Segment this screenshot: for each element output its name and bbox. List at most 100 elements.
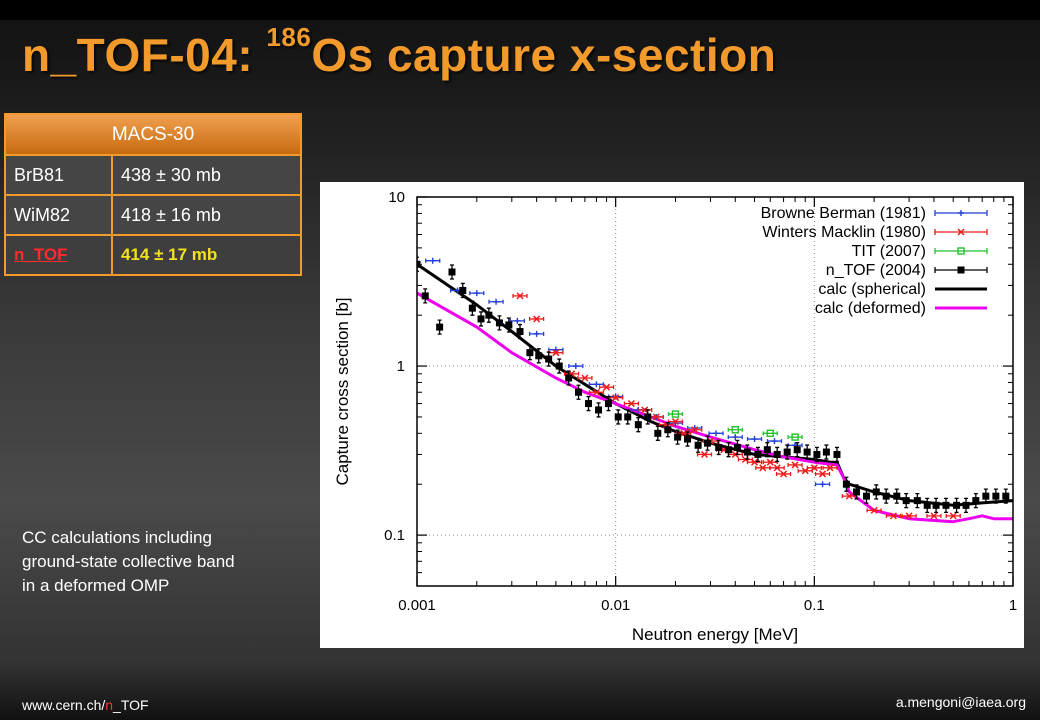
data-point xyxy=(535,352,543,360)
data-point xyxy=(691,426,699,434)
data-point xyxy=(429,257,436,264)
title-superscript: 186 xyxy=(266,22,312,52)
data-point xyxy=(972,497,980,505)
data-point xyxy=(942,501,950,509)
data-point xyxy=(833,450,841,458)
data-point xyxy=(845,492,853,500)
data-point xyxy=(882,492,890,500)
data-point xyxy=(932,501,940,509)
data-point xyxy=(684,435,692,443)
data-point xyxy=(612,394,620,402)
chart-svg: 0.001 0.01 0.1 1 0.1 1 10 Neutron energy [MeV] C… xyxy=(333,189,1017,644)
data-point xyxy=(555,362,563,370)
data-point xyxy=(493,298,500,305)
data-point xyxy=(417,260,421,268)
y-tick-label: 1 xyxy=(397,358,405,375)
data-point xyxy=(552,349,560,357)
data-point xyxy=(783,448,791,456)
legend-label: n_TOF (2004) xyxy=(826,262,926,279)
macs-row-value: 438 ± 30 mb xyxy=(111,154,302,196)
data-point xyxy=(771,438,778,445)
note-line: ground-state collective band xyxy=(22,552,235,571)
data-point xyxy=(733,443,741,451)
data-point xyxy=(565,374,573,382)
series-points xyxy=(667,410,803,441)
data-point xyxy=(644,413,652,421)
data-point xyxy=(664,426,672,434)
data-point xyxy=(826,464,834,472)
legend-label: calc (deformed) xyxy=(815,300,926,317)
data-point xyxy=(421,292,429,300)
macs-row-brb81: BrB81 438 ± 30 mb xyxy=(4,154,302,196)
data-point xyxy=(957,228,965,236)
data-point xyxy=(595,406,603,414)
data-point xyxy=(870,506,878,514)
data-point xyxy=(603,383,611,391)
footer-url-pre: www.cern.ch/ xyxy=(22,697,106,713)
data-point xyxy=(872,488,880,496)
macs-row-value: 418 ± 16 mb xyxy=(111,194,302,236)
data-point xyxy=(763,446,771,454)
data-point xyxy=(704,439,712,447)
slide-title: n_TOF-04: 186Os capture x-section xyxy=(22,22,777,82)
series-points xyxy=(512,292,961,520)
data-point xyxy=(930,512,938,520)
footer-url-post: _TOF xyxy=(113,697,149,713)
x-tick-label: 0.001 xyxy=(398,597,436,614)
error-bar xyxy=(417,256,419,272)
data-point xyxy=(516,328,524,336)
data-point xyxy=(780,470,788,478)
macs-header-row: MACS-30 xyxy=(4,113,302,156)
data-point xyxy=(810,464,818,472)
data-point xyxy=(674,433,682,441)
data-point xyxy=(671,417,680,426)
data-point xyxy=(982,492,990,500)
data-point xyxy=(913,497,921,505)
data-point xyxy=(680,429,688,437)
data-point xyxy=(893,492,901,500)
data-point xyxy=(773,450,781,458)
data-point xyxy=(732,434,739,441)
macs-row-label: n_TOF xyxy=(4,234,113,276)
data-point xyxy=(634,421,642,429)
footer-url[interactable]: www.cern.ch/n_TOF xyxy=(22,697,149,713)
data-point xyxy=(793,446,801,454)
title-suffix: Os capture x-section xyxy=(311,29,777,81)
footer-email[interactable]: a.mengoni@iaea.org xyxy=(895,694,1026,710)
data-point xyxy=(592,388,600,396)
data-point xyxy=(754,450,762,458)
error-bar xyxy=(787,435,803,440)
data-point xyxy=(516,292,524,300)
data-point xyxy=(715,443,723,451)
data-point xyxy=(477,315,485,323)
y-axis-label: Capture cross section [b] xyxy=(333,297,352,485)
legend-label: Browne Berman (1981) xyxy=(761,205,926,222)
x-tick-label: 0.01 xyxy=(601,597,630,614)
data-point xyxy=(713,430,720,437)
data-point xyxy=(923,501,931,509)
data-point xyxy=(791,433,799,441)
data-point xyxy=(459,286,467,294)
data-point xyxy=(852,488,860,496)
data-point xyxy=(902,497,910,505)
data-point xyxy=(743,448,751,456)
macs-table: MACS-30 BrB81 438 ± 30 mb WiM82 418 ± 16… xyxy=(4,113,302,276)
data-point xyxy=(889,512,897,520)
data-point xyxy=(526,349,534,357)
x-tick-label: 0.1 xyxy=(804,597,825,614)
note-line: CC calculations including xyxy=(22,528,212,547)
data-point xyxy=(574,388,582,396)
data-point xyxy=(766,458,774,466)
data-point xyxy=(585,400,593,408)
data-point xyxy=(957,247,965,255)
data-point xyxy=(766,429,774,438)
plot-frame xyxy=(416,196,1014,587)
data-point xyxy=(694,441,702,449)
data-point xyxy=(751,436,758,443)
data-point xyxy=(533,330,540,337)
y-tick-label: 10 xyxy=(388,189,405,206)
data-point xyxy=(725,446,733,454)
data-point xyxy=(671,410,680,418)
data-point xyxy=(514,317,521,324)
data-point xyxy=(641,406,649,414)
